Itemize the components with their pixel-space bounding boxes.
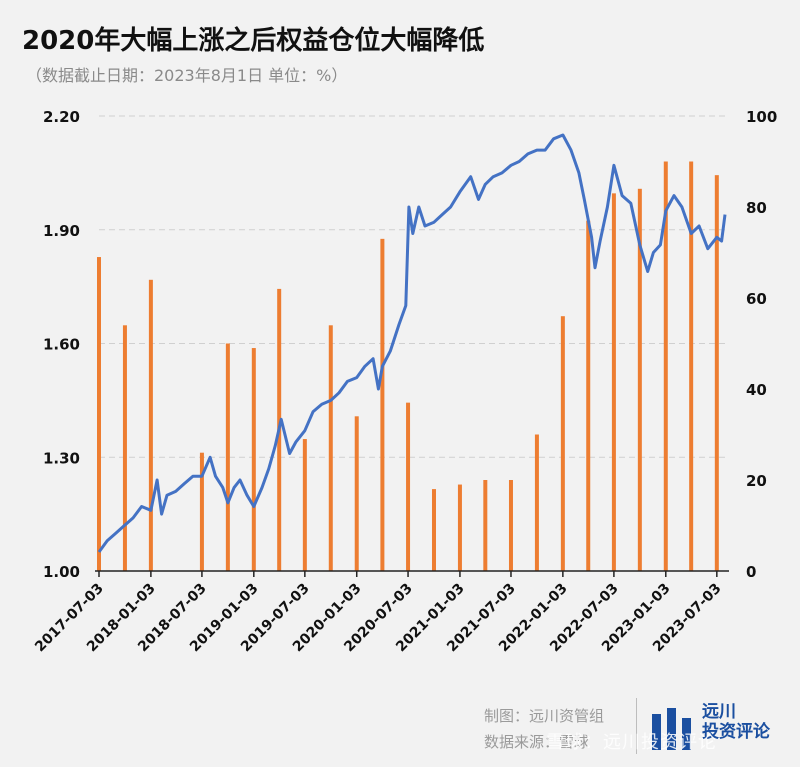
- dual-axis-chart: 1.001.301.601.902.200204060801002017-07-…: [32, 108, 777, 655]
- bar: [611, 193, 616, 571]
- bar: [97, 257, 101, 571]
- y-left-tick-label: 1.30: [43, 449, 80, 467]
- bar: [328, 325, 333, 571]
- y-right-tick-label: 40: [746, 381, 767, 399]
- y-left-tick-label: 2.20: [43, 108, 80, 126]
- bar: [225, 343, 230, 571]
- bar: [534, 434, 539, 571]
- footer-made-by: 制图：远川资管组: [484, 707, 605, 725]
- y-left-tick-label: 1.60: [43, 336, 80, 354]
- logo-divider: [636, 698, 637, 754]
- footer-source: 数据来源：雪球: [484, 733, 590, 751]
- brand-name: 远川 投资评论: [702, 702, 770, 742]
- chart-subtitle: （数据截止日期：2023年8月1日 单位：%）: [26, 66, 348, 85]
- bar: [560, 316, 565, 571]
- y-right-tick-label: 60: [746, 290, 767, 308]
- bar: [199, 452, 204, 571]
- bar: [483, 480, 488, 571]
- bar: [663, 161, 668, 571]
- bar: [148, 279, 153, 571]
- bar: [714, 175, 719, 571]
- footer: 制图：远川资管组 数据来源：雪球: [484, 703, 604, 755]
- y-right-tick-label: 100: [746, 108, 777, 126]
- bar: [302, 439, 307, 571]
- bar: [457, 484, 462, 571]
- brand-line2: 投资评论: [702, 722, 770, 742]
- line-path: [97, 133, 727, 553]
- y-left-tick-label: 1.00: [43, 563, 80, 581]
- bar: [508, 480, 513, 571]
- brand-bars-icon: [652, 708, 691, 750]
- bar: [689, 161, 694, 571]
- chart-title: 2020年大幅上涨之后权益仓位大幅降低: [22, 26, 485, 56]
- brand-logo: 远川 投资评论: [636, 698, 786, 758]
- watermark: 雪球：远川投资评论: [546, 732, 717, 753]
- y-right-tick-label: 20: [746, 472, 767, 490]
- brand-line1: 远川: [702, 702, 736, 722]
- gridlines: [99, 115, 725, 458]
- bar: [380, 238, 385, 571]
- bar-series: [97, 161, 719, 572]
- y-right-tick-label: 0: [746, 563, 756, 581]
- y-left-tick-label: 1.90: [43, 222, 80, 240]
- bar: [251, 348, 256, 571]
- bar: [431, 489, 436, 571]
- bar: [637, 188, 642, 572]
- bar: [586, 220, 591, 571]
- line-series: [97, 133, 727, 553]
- y-right-tick-label: 80: [746, 199, 767, 217]
- bar: [406, 402, 411, 571]
- bar: [122, 325, 127, 571]
- bar: [354, 416, 359, 571]
